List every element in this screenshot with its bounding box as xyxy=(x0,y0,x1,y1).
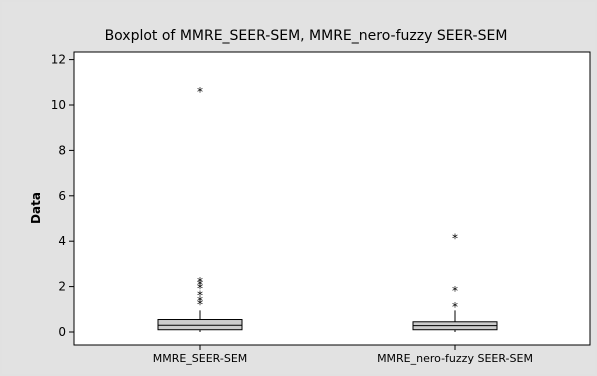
outlier-point: * xyxy=(197,294,203,308)
outlier-point: * xyxy=(197,85,203,99)
x-category-label: MMRE_nero-fuzzy SEER-SEM xyxy=(377,352,533,365)
chart-title: Boxplot of MMRE_SEER-SEM, MMRE_nero-fuzz… xyxy=(105,28,508,44)
y-axis-label: Data xyxy=(29,192,43,224)
y-tick-label: 6 xyxy=(58,189,66,203)
outlier-point: * xyxy=(197,278,203,292)
y-tick-label: 2 xyxy=(58,280,66,294)
y-tick-label: 10 xyxy=(51,98,66,112)
y-tick-label: 12 xyxy=(51,53,66,67)
y-tick-label: 8 xyxy=(58,143,66,157)
box xyxy=(157,319,243,331)
outlier-point: * xyxy=(197,275,203,289)
outlier-point: * xyxy=(452,300,458,314)
outlier-point: * xyxy=(452,232,458,246)
x-category-label: MMRE_SEER-SEM xyxy=(153,352,248,365)
y-tick-label: 0 xyxy=(58,325,66,339)
outlier-point: * xyxy=(452,284,458,298)
y-tick-label: 4 xyxy=(58,234,66,248)
outlier-point: * xyxy=(197,297,203,311)
outlier-point: * xyxy=(197,282,203,296)
outlier-point: * xyxy=(197,288,203,302)
plot-area xyxy=(73,51,591,346)
